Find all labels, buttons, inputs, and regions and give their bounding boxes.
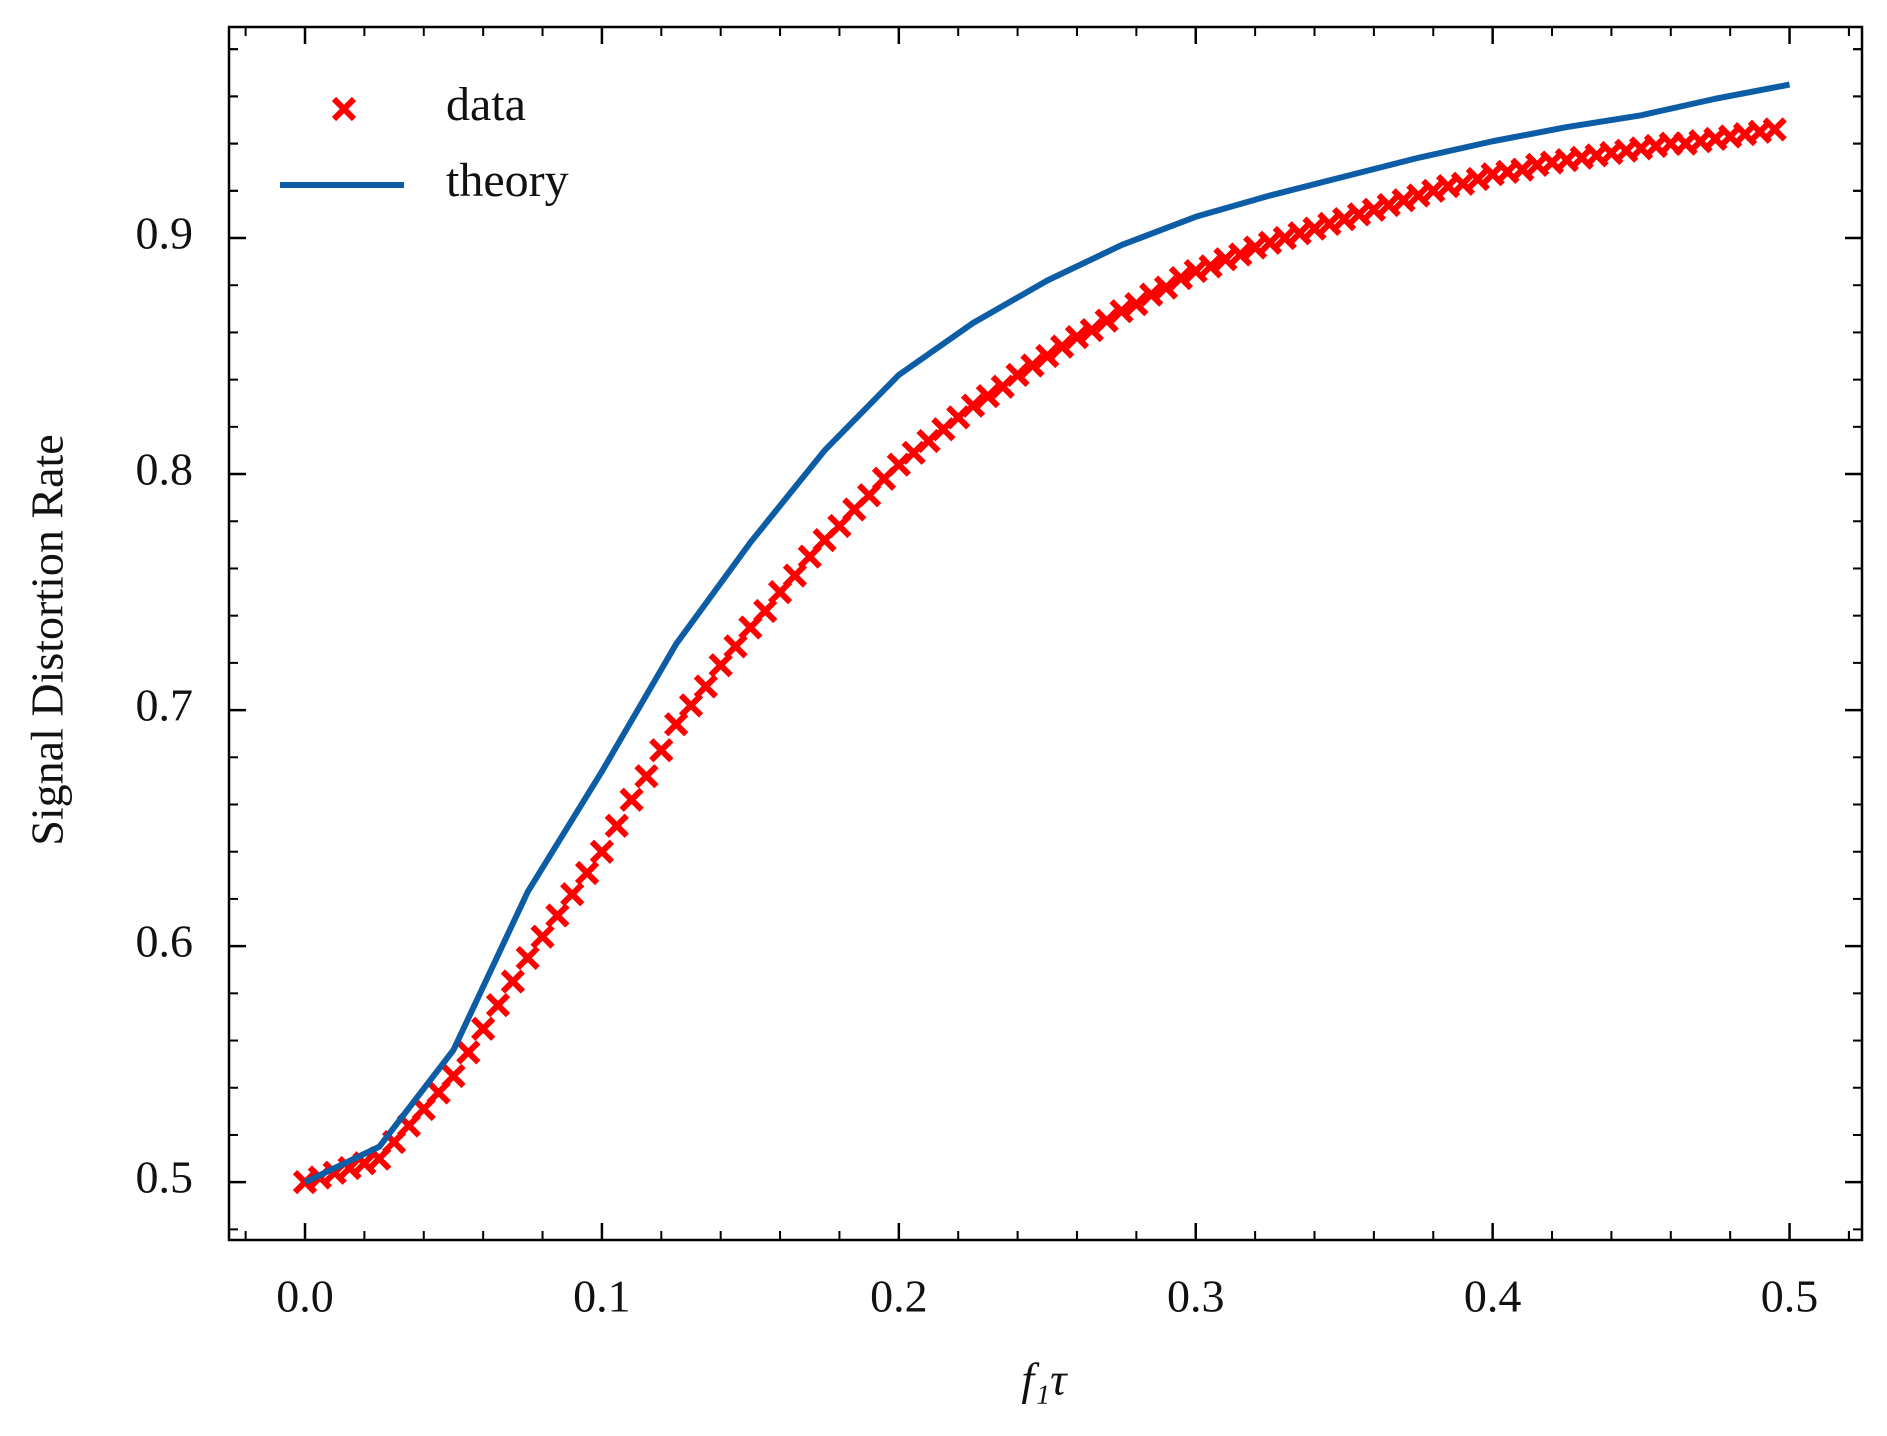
data-point bbox=[1079, 317, 1104, 343]
data-point bbox=[723, 634, 748, 659]
data-point bbox=[1109, 299, 1134, 324]
x-tick-label: 0.3 bbox=[1167, 1271, 1225, 1322]
x-tick-label: 0.4 bbox=[1464, 1271, 1522, 1322]
data-point bbox=[545, 903, 570, 928]
data-point bbox=[441, 1063, 466, 1089]
data-point bbox=[678, 693, 704, 718]
data-point bbox=[1064, 325, 1090, 350]
data-point bbox=[1020, 353, 1045, 378]
data-point bbox=[574, 860, 600, 886]
data-point bbox=[471, 1016, 496, 1041]
x-axis-label: f₁τ bbox=[1021, 1354, 1068, 1405]
data-point bbox=[782, 563, 808, 588]
data-point bbox=[1228, 242, 1253, 267]
data-point bbox=[1124, 291, 1149, 317]
x-tick-label: 0.2 bbox=[870, 1271, 928, 1322]
legend-label: data bbox=[446, 78, 526, 131]
data-point bbox=[708, 653, 733, 678]
data-point bbox=[589, 839, 615, 864]
data-point bbox=[960, 393, 986, 418]
data-point bbox=[1094, 308, 1119, 333]
data-point bbox=[664, 712, 689, 737]
y-tick-label: 0.5 bbox=[136, 1152, 194, 1203]
x-tick-label: 0.5 bbox=[1761, 1271, 1819, 1322]
data-point bbox=[456, 1040, 481, 1065]
data-point bbox=[1050, 334, 1075, 359]
data-point bbox=[1153, 275, 1179, 300]
data-point bbox=[693, 674, 718, 699]
plot-frame bbox=[227, 25, 1864, 1242]
y-tick-label: 0.7 bbox=[136, 680, 194, 731]
data-point bbox=[530, 924, 555, 949]
data-point bbox=[1139, 282, 1164, 307]
y-tick-label: 0.8 bbox=[136, 444, 194, 495]
data-point bbox=[975, 384, 1001, 409]
data-point bbox=[619, 787, 644, 812]
y-tick-label: 0.6 bbox=[136, 916, 194, 967]
y-axis-label: Signal Distortion Rate bbox=[22, 434, 73, 845]
line-series bbox=[303, 81, 1791, 1185]
data-point bbox=[1005, 362, 1030, 388]
data-point bbox=[500, 969, 525, 994]
y-tick-label: 0.9 bbox=[136, 208, 194, 259]
data-point bbox=[485, 993, 511, 1018]
data-point bbox=[515, 945, 540, 971]
data-point bbox=[604, 813, 629, 838]
legend-label: theory bbox=[446, 154, 569, 207]
x-tick-label: 0.1 bbox=[573, 1271, 631, 1322]
data-point bbox=[1198, 254, 1223, 279]
x-tick-label: 0.0 bbox=[276, 1271, 334, 1322]
data-point bbox=[560, 882, 585, 907]
data-point bbox=[753, 598, 778, 624]
data-point bbox=[649, 738, 674, 763]
data-point bbox=[1762, 117, 1787, 142]
data-point bbox=[1035, 343, 1060, 369]
data-point bbox=[634, 764, 659, 789]
legend-marker bbox=[331, 96, 357, 122]
data-point bbox=[1168, 266, 1194, 291]
